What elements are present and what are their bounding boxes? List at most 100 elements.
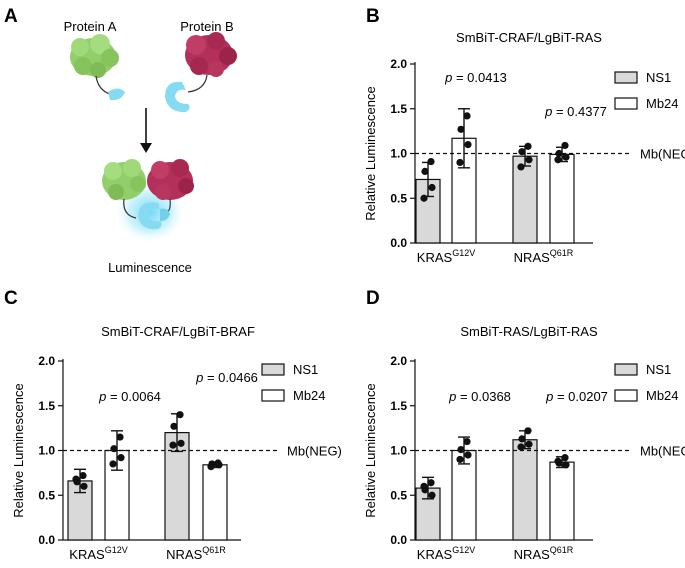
lgbit-tag-icon xyxy=(165,81,190,113)
reference-label: Mb(NEG) xyxy=(287,444,342,459)
complex-smbit-icon xyxy=(160,208,170,221)
protein-b-label: Protein B xyxy=(180,19,233,34)
data-point xyxy=(116,433,124,441)
y-tick-label: 2.0 xyxy=(38,354,55,368)
data-point xyxy=(72,475,80,483)
protein-a-icon xyxy=(70,34,119,78)
arrow-down-icon xyxy=(140,108,152,153)
complex-lgbit-icon xyxy=(138,202,162,230)
p-symbol: p xyxy=(545,389,553,404)
reference-label: Mb(NEG) xyxy=(640,147,685,162)
panel-a-schematic: A Protein A Protein B xyxy=(4,6,237,275)
category-superscript: G12V xyxy=(452,248,475,258)
data-point xyxy=(524,142,532,150)
category-superscript: Q61R xyxy=(550,248,574,258)
data-point xyxy=(110,445,118,453)
p-value: = 0.0413 xyxy=(452,70,507,85)
y-tick-label: 0.5 xyxy=(38,488,55,502)
complex-protein-a-icon xyxy=(102,159,146,200)
y-tick-label: 2.0 xyxy=(390,354,407,368)
data-point xyxy=(79,471,87,480)
legend-label: NS1 xyxy=(293,362,318,377)
legend-label: Mb24 xyxy=(646,96,679,111)
data-point xyxy=(456,158,464,167)
y-tick-label: 1.5 xyxy=(38,399,55,413)
p-value: = 0.0368 xyxy=(456,389,511,404)
bar-mb24-nras xyxy=(202,464,228,541)
data-point xyxy=(457,446,465,454)
p-symbol: p xyxy=(544,104,552,119)
data-point xyxy=(169,441,177,449)
data-point xyxy=(420,482,428,490)
p-value-label: p = 0.0368 xyxy=(448,389,511,404)
legend-swatch-ns1 xyxy=(614,71,638,84)
data-point xyxy=(463,112,471,120)
data-point xyxy=(554,457,562,465)
complex-protein-b-icon xyxy=(147,159,194,200)
p-value-label: p = 0.4377 xyxy=(544,104,607,119)
chart-title: SmBiT-CRAF/LgBiT-BRAF xyxy=(101,324,255,339)
legend-swatch-ns1 xyxy=(261,363,285,376)
category-name: KRAS xyxy=(417,250,453,265)
data-point xyxy=(420,194,428,202)
panel-letter: C xyxy=(4,288,18,309)
category-superscript: Q61R xyxy=(550,545,574,555)
data-point xyxy=(427,479,435,487)
protein-a-label: Protein A xyxy=(64,19,117,34)
data-point xyxy=(518,435,526,443)
legend-label: Mb24 xyxy=(293,388,326,403)
legend-label: Mb24 xyxy=(646,388,679,403)
category-name: KRAS xyxy=(69,547,105,562)
category-superscript: Q61R xyxy=(202,545,226,555)
p-value: = 0.4377 xyxy=(552,104,607,119)
y-axis-label: Relative Luminescence xyxy=(363,86,378,220)
legend-swatch-ns1 xyxy=(614,363,638,376)
p-value: = 0.0064 xyxy=(106,389,161,404)
data-point xyxy=(428,183,436,192)
p-value-label: p = 0.0466 xyxy=(195,370,258,385)
y-tick-label: 0.0 xyxy=(390,236,407,250)
x-tick-label: NRASQ61R xyxy=(166,545,226,562)
x-tick-label: KRASG12V xyxy=(417,545,475,562)
legend-label: NS1 xyxy=(646,70,671,85)
p-value: = 0.0466 xyxy=(203,370,258,385)
protein-b-icon xyxy=(185,32,237,77)
data-point xyxy=(464,140,472,149)
data-point xyxy=(561,454,569,462)
chart-title: SmBiT-CRAF/LgBiT-RAS xyxy=(456,30,602,45)
data-point xyxy=(517,163,525,171)
data-point xyxy=(562,461,570,469)
data-point xyxy=(562,153,570,161)
category-name: KRAS xyxy=(417,547,453,562)
legend: NS1 Mb24 xyxy=(614,362,679,403)
data-point xyxy=(463,437,471,446)
y-tick-label: 0.5 xyxy=(390,488,407,502)
category-superscript: G12V xyxy=(105,545,128,555)
x-tick-label: NRASQ61R xyxy=(514,248,574,265)
data-point xyxy=(428,491,436,499)
data-point xyxy=(457,125,465,133)
data-point xyxy=(456,455,464,464)
bar-mb24-nras xyxy=(549,153,575,244)
y-tick-label: 1.5 xyxy=(390,102,407,116)
data-point xyxy=(561,141,569,150)
data-point xyxy=(176,411,184,419)
x-tick-label: KRASG12V xyxy=(417,248,475,265)
y-axis-label: Relative Luminescence xyxy=(363,383,378,517)
data-point xyxy=(109,460,117,468)
panel-letter: B xyxy=(366,6,380,27)
p-value-label: p = 0.0413 xyxy=(444,70,507,85)
y-tick-label: 0.0 xyxy=(390,533,407,547)
y-tick-label: 1.0 xyxy=(390,147,407,161)
y-tick-label: 1.0 xyxy=(38,444,55,458)
data-point xyxy=(524,427,532,435)
legend: NS1 Mb24 xyxy=(614,70,679,111)
y-tick-label: 1.5 xyxy=(390,399,407,413)
legend-swatch-mb24 xyxy=(261,389,285,402)
p-value-label: p = 0.0207 xyxy=(545,389,608,404)
legend-label: NS1 xyxy=(646,362,671,377)
bar-mb24-kras xyxy=(451,449,477,541)
y-axis-label: Relative Luminescence xyxy=(11,383,26,517)
data-point xyxy=(170,422,178,430)
category-name: NRAS xyxy=(166,547,202,562)
